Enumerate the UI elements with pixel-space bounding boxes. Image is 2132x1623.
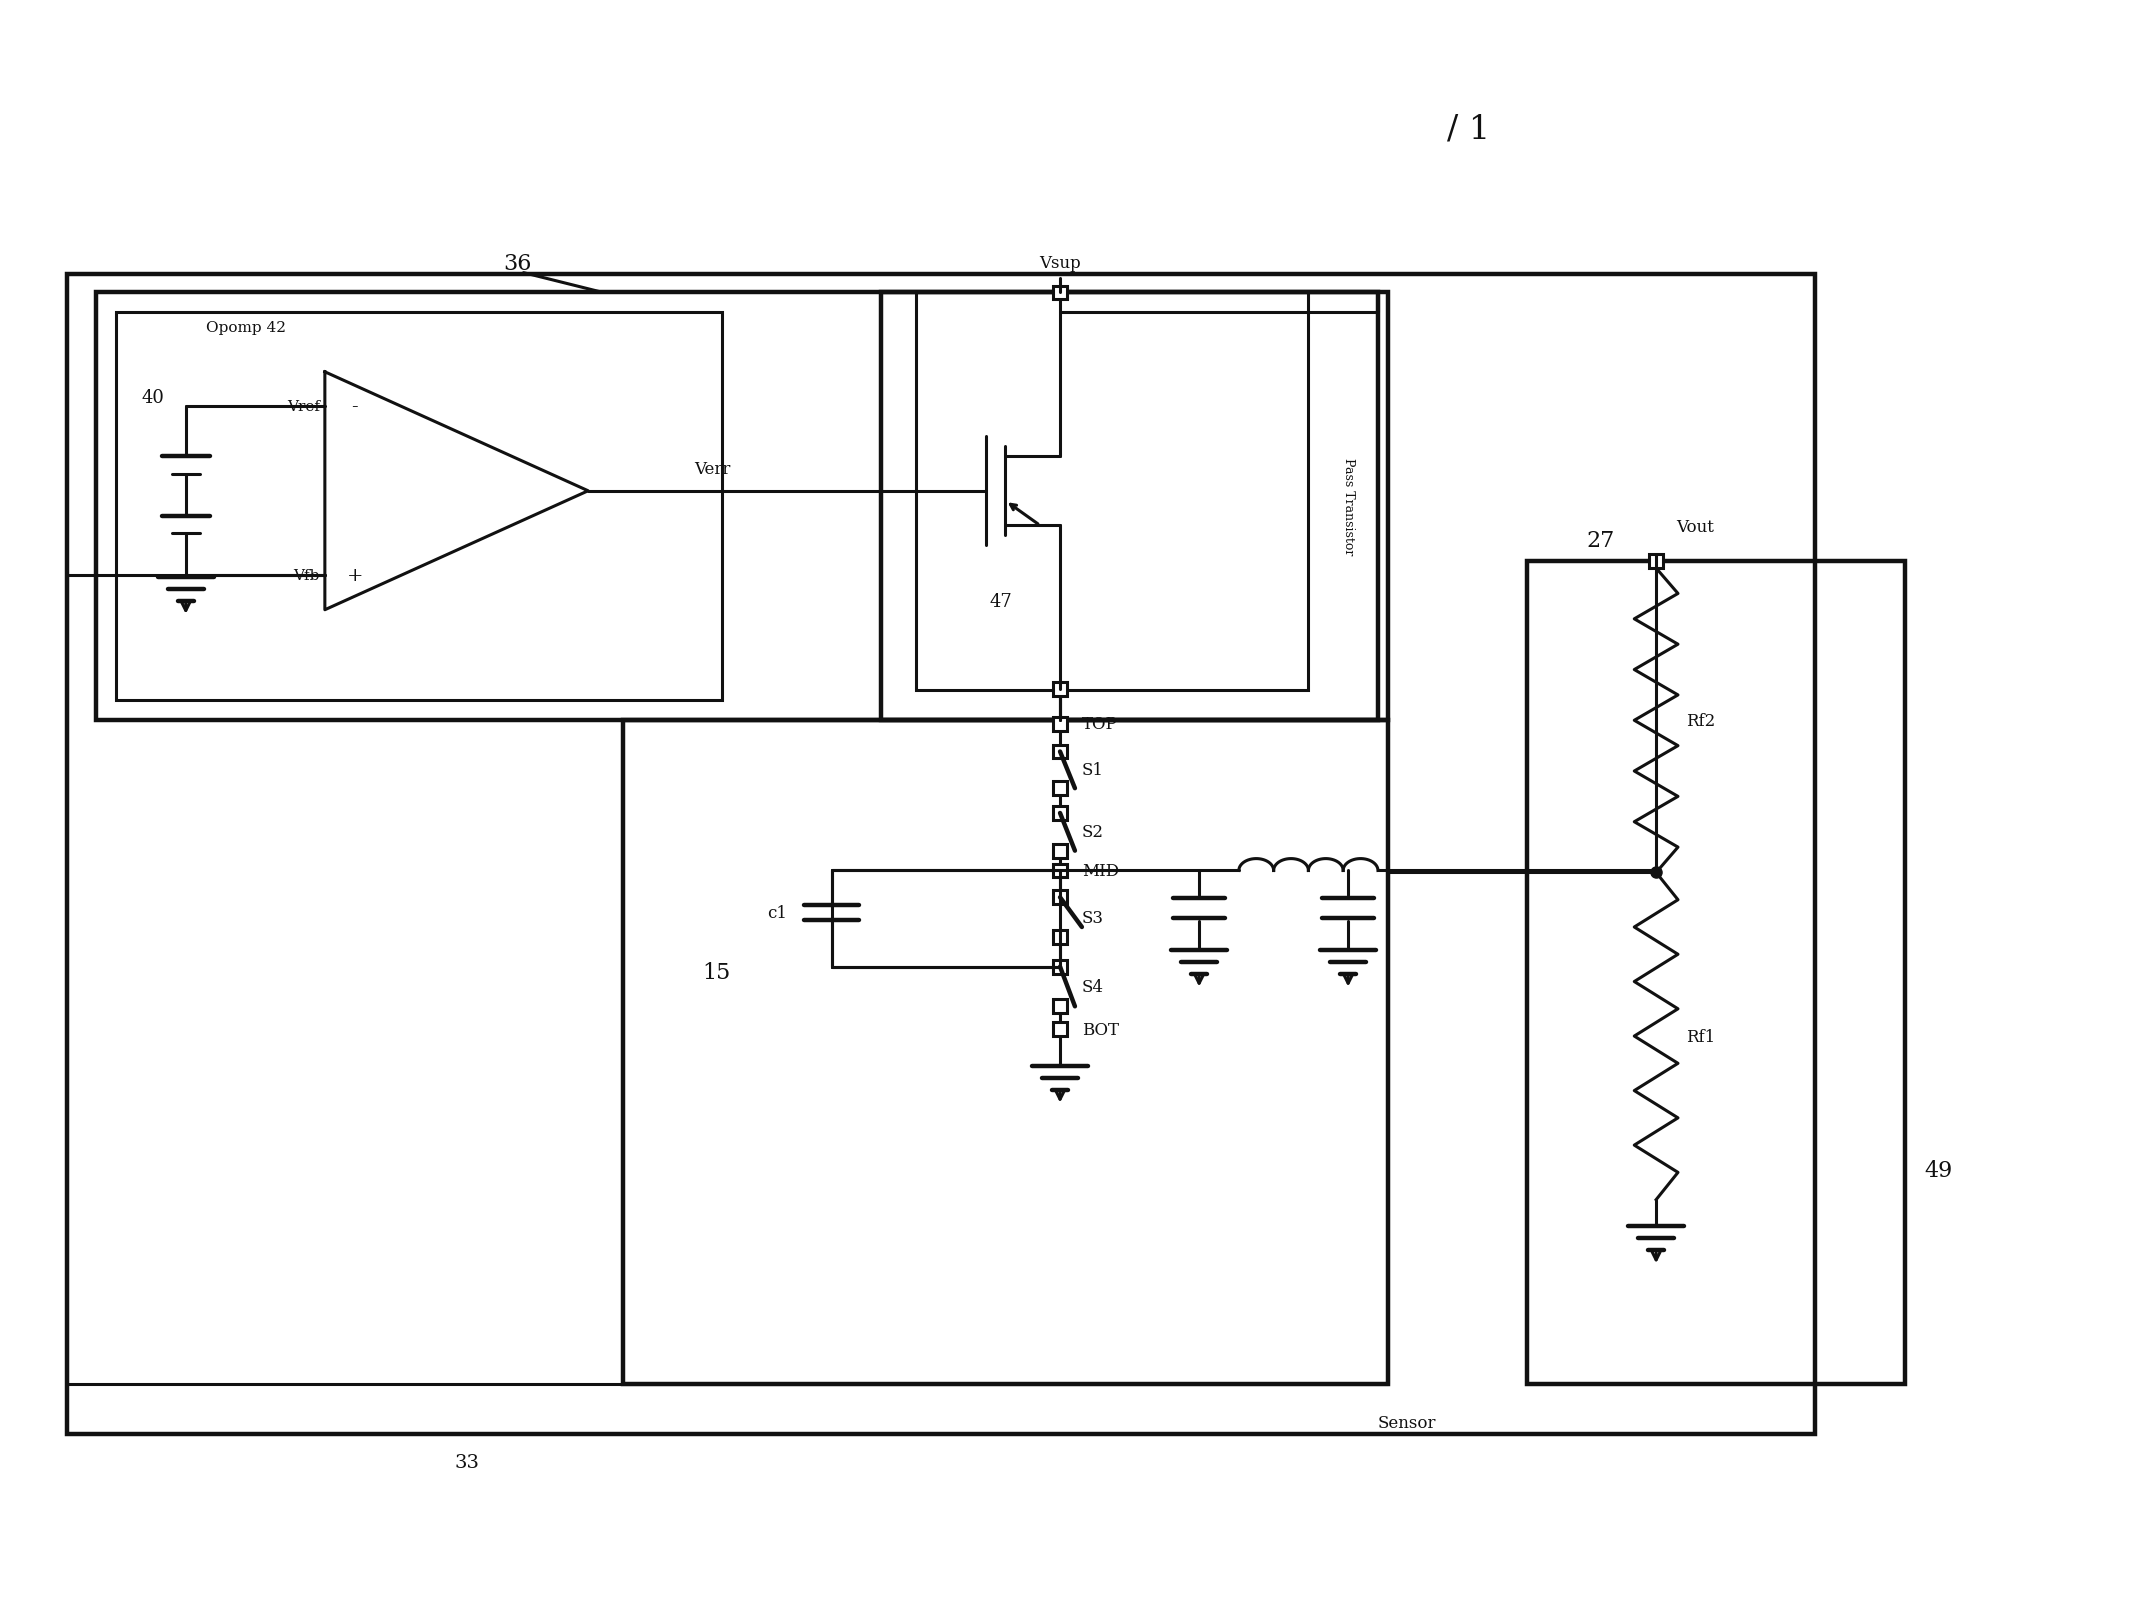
Text: 33: 33 xyxy=(454,1454,480,1472)
Bar xyxy=(1053,1000,1066,1014)
Bar xyxy=(1053,782,1066,795)
Text: Sensor: Sensor xyxy=(1377,1414,1437,1431)
Text: S2: S2 xyxy=(1081,824,1104,841)
Bar xyxy=(1053,844,1066,859)
Bar xyxy=(117,313,723,701)
Text: BOT: BOT xyxy=(1081,1021,1119,1039)
Bar xyxy=(1053,286,1066,300)
Text: Vsup: Vsup xyxy=(1038,255,1081,273)
Bar xyxy=(1053,863,1066,878)
Bar xyxy=(623,721,1388,1384)
Text: S4: S4 xyxy=(1081,979,1104,995)
Text: MID: MID xyxy=(1081,862,1119,880)
Text: Verr: Verr xyxy=(695,461,731,479)
Bar xyxy=(1053,891,1066,904)
Bar xyxy=(96,294,1388,721)
Text: c1: c1 xyxy=(768,904,787,922)
Text: TOP: TOP xyxy=(1081,716,1117,734)
Bar xyxy=(1650,555,1663,568)
Bar xyxy=(1053,930,1066,945)
Text: Vref: Vref xyxy=(288,401,320,414)
Text: S1: S1 xyxy=(1081,761,1104,779)
Text: Rf1: Rf1 xyxy=(1686,1027,1714,1045)
Text: +: + xyxy=(345,566,362,584)
Bar xyxy=(1053,717,1066,732)
Text: 36: 36 xyxy=(503,253,533,274)
Bar xyxy=(1053,745,1066,760)
Bar xyxy=(1527,562,1904,1384)
Bar xyxy=(66,274,1814,1433)
Text: 47: 47 xyxy=(989,592,1013,610)
Text: / 1: / 1 xyxy=(1448,114,1490,146)
Bar xyxy=(1053,807,1066,820)
Bar xyxy=(881,294,1377,721)
Bar xyxy=(1053,1022,1066,1037)
Text: Pass Transistor: Pass Transistor xyxy=(1341,458,1354,555)
Bar xyxy=(1053,961,1066,974)
Bar xyxy=(917,294,1309,691)
Text: Rf2: Rf2 xyxy=(1686,712,1714,729)
Text: 27: 27 xyxy=(1586,531,1614,552)
Text: 49: 49 xyxy=(1925,1159,1953,1182)
Text: 15: 15 xyxy=(701,961,731,984)
Text: Vout: Vout xyxy=(1676,519,1714,536)
Text: -: - xyxy=(352,398,358,415)
Text: Vfb: Vfb xyxy=(294,568,320,583)
Text: 40: 40 xyxy=(141,388,164,406)
Bar xyxy=(1053,683,1066,696)
Text: S3: S3 xyxy=(1081,909,1104,927)
Text: Opomp 42: Opomp 42 xyxy=(205,321,286,334)
